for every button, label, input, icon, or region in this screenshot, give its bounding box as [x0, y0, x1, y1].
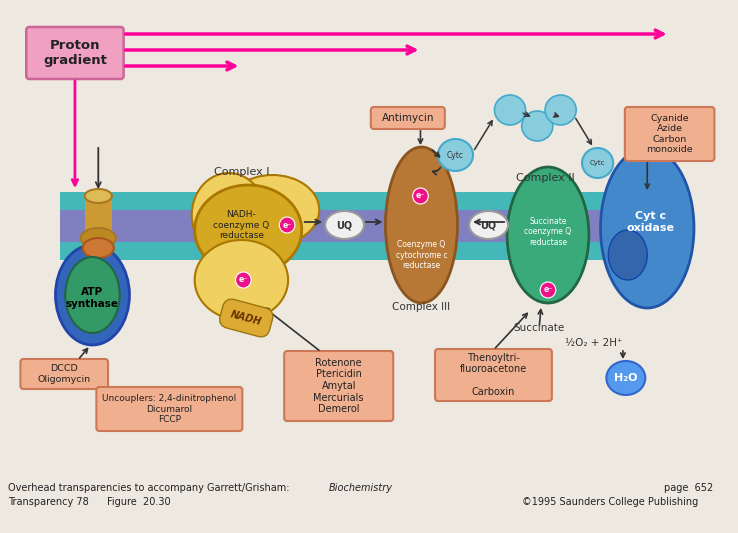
Ellipse shape [65, 257, 120, 333]
Text: H₂O: H₂O [614, 373, 638, 383]
FancyBboxPatch shape [625, 107, 714, 161]
Text: ½O₂ + 2H⁺: ½O₂ + 2H⁺ [565, 338, 622, 348]
Circle shape [413, 188, 428, 204]
Ellipse shape [607, 361, 645, 395]
Text: e⁻: e⁻ [238, 276, 248, 285]
Circle shape [540, 282, 556, 298]
Ellipse shape [83, 238, 114, 258]
Ellipse shape [226, 175, 320, 245]
Bar [61, 210, 659, 242]
Text: Antimycin: Antimycin [382, 113, 434, 123]
Text: Coenzyme Q
cytochrome c
reductase: Coenzyme Q cytochrome c reductase [396, 240, 447, 270]
FancyBboxPatch shape [435, 349, 552, 401]
Text: Thenoyltri-
fluoroacetone

Carboxin: Thenoyltri- fluoroacetone Carboxin [460, 353, 527, 398]
Text: page  652: page 652 [663, 483, 713, 493]
Ellipse shape [80, 228, 116, 248]
Text: Cyanide
Azide
Carbon
monoxide: Cyanide Azide Carbon monoxide [646, 114, 693, 154]
Text: NADH-
coenzyme Q
reductase: NADH- coenzyme Q reductase [213, 210, 269, 240]
Text: e⁻: e⁻ [543, 286, 553, 295]
Text: Figure  20.30: Figure 20.30 [107, 497, 170, 507]
Text: Uncouplers: 2,4-dinitrophenol
Dicumarol
FCCP: Uncouplers: 2,4-dinitrophenol Dicumarol … [103, 394, 236, 424]
FancyBboxPatch shape [97, 387, 242, 431]
Text: Biochemistry: Biochemistry [329, 483, 393, 493]
Bar [61, 192, 659, 210]
FancyBboxPatch shape [284, 351, 393, 421]
Ellipse shape [545, 95, 576, 125]
Circle shape [235, 272, 251, 288]
Text: Overhead transparencies to accompany Garrett/Grisham:: Overhead transparencies to accompany Gar… [8, 483, 292, 493]
Text: Complex I: Complex I [213, 167, 269, 177]
Ellipse shape [195, 240, 288, 320]
Ellipse shape [325, 211, 364, 239]
FancyBboxPatch shape [27, 27, 123, 79]
Ellipse shape [192, 173, 266, 257]
Circle shape [280, 217, 295, 233]
Text: Transparency 78: Transparency 78 [8, 497, 89, 507]
Text: Cytc: Cytc [590, 160, 605, 166]
Ellipse shape [608, 230, 647, 280]
Ellipse shape [469, 211, 508, 239]
Ellipse shape [85, 189, 112, 203]
Text: ATP
synthase: ATP synthase [66, 287, 119, 309]
Bar [85, 196, 112, 240]
Ellipse shape [494, 95, 525, 125]
FancyBboxPatch shape [21, 359, 108, 389]
Ellipse shape [601, 148, 694, 308]
Text: ©1995 Saunders College Publishing: ©1995 Saunders College Publishing [522, 497, 698, 507]
Text: e⁻: e⁻ [415, 191, 425, 200]
Ellipse shape [385, 147, 458, 303]
Ellipse shape [522, 111, 553, 141]
Text: DCCD
Oligomycin: DCCD Oligomycin [38, 364, 91, 384]
Ellipse shape [195, 185, 302, 275]
Text: Succinate: Succinate [514, 323, 565, 333]
Text: UQ: UQ [337, 220, 353, 230]
Ellipse shape [507, 167, 589, 303]
Text: Proton
gradient: Proton gradient [43, 39, 107, 67]
Text: Cyt c
oxidase: Cyt c oxidase [626, 211, 675, 233]
Text: e⁻: e⁻ [283, 221, 292, 230]
Ellipse shape [438, 139, 473, 171]
Text: UQ: UQ [480, 220, 497, 230]
Text: Cytc: Cytc [447, 150, 464, 159]
Ellipse shape [582, 148, 613, 178]
FancyBboxPatch shape [370, 107, 445, 129]
Ellipse shape [55, 245, 129, 345]
Text: Complex II: Complex II [516, 173, 574, 183]
Text: Complex III: Complex III [393, 302, 450, 312]
Text: NADH: NADH [230, 309, 263, 327]
Bar [61, 242, 659, 260]
Text: Succinate
coenzyme Q
reductase: Succinate coenzyme Q reductase [525, 217, 571, 247]
Text: Rotenone
Ptericidin
Amytal
Mercurials
Demerol: Rotenone Ptericidin Amytal Mercurials De… [314, 358, 364, 414]
